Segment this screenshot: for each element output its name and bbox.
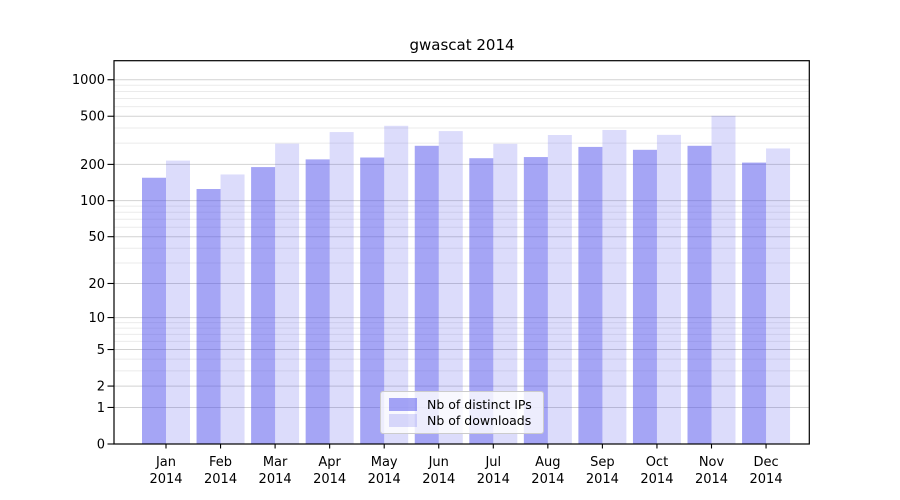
x-tick-label-month: Jun (428, 455, 449, 470)
bar-downloads-aug (547, 134, 572, 445)
y-tick-label: 20 (88, 277, 105, 292)
x-tick-label-year: 2014 (477, 472, 510, 487)
x-tick-label-year: 2014 (586, 472, 619, 487)
x-tick-label-year: 2014 (204, 472, 237, 487)
x-tick-label-month: May (371, 455, 398, 470)
bar-distinct-ips-jan (142, 177, 166, 444)
legend-item-distinct-ips: Nb of distinct IPs (389, 397, 535, 412)
x-tick-label-month: Jan (155, 455, 176, 470)
x-tick-label-month: Sep (590, 455, 615, 470)
y-tick-label: 1000 (72, 73, 105, 88)
bar-downloads-feb (220, 174, 245, 444)
y-tick-label: 2 (97, 380, 105, 395)
x-tick-label-month: Feb (209, 455, 232, 470)
legend-swatch-downloads (389, 414, 417, 427)
bar-downloads-mar (275, 143, 300, 445)
x-tick-label-year: 2014 (422, 472, 455, 487)
bar-distinct-ips-nov (687, 145, 712, 444)
legend-item-downloads: Nb of downloads (389, 413, 535, 428)
y-tick-label: 50 (88, 230, 105, 245)
x-tick-label-month: Jul (484, 455, 501, 470)
x-tick-label-month: Apr (318, 455, 341, 470)
x-tick-label-month: Nov (699, 455, 725, 470)
bar-distinct-ips-sep (578, 146, 603, 444)
x-tick-label-month: Dec (753, 455, 778, 470)
bar-downloads-dec (766, 148, 791, 444)
bar-distinct-ips-feb (196, 189, 221, 444)
y-tick-label: 1 (97, 401, 105, 416)
bar-downloads-jan (166, 160, 190, 444)
x-tick-label-year: 2014 (640, 472, 673, 487)
y-tick-label: 500 (80, 110, 105, 125)
bar-distinct-ips-oct (632, 149, 657, 445)
bar-downloads-sep (602, 129, 627, 445)
y-tick-label: 5 (97, 343, 105, 358)
x-tick-label-month: Mar (263, 455, 288, 470)
x-tick-label-year: 2014 (313, 472, 346, 487)
plot-border (113, 60, 810, 445)
x-tick-label-month: Oct (646, 455, 668, 470)
x-tick-label-year: 2014 (695, 472, 728, 487)
bar-downloads-may (384, 125, 409, 445)
y-tick-label: 10 (88, 311, 105, 326)
chart-title: gwascat 2014 (409, 36, 515, 54)
x-tick-label-year: 2014 (149, 472, 182, 487)
bar-downloads-nov (711, 115, 736, 444)
bar-downloads-oct (656, 134, 681, 444)
x-tick-label-year: 2014 (368, 472, 401, 487)
legend-swatch-distinct-ips (389, 398, 417, 411)
legend-label-downloads: Nb of downloads (427, 413, 532, 428)
y-tick-label: 100 (80, 194, 105, 209)
y-tick-label: 0 (97, 438, 105, 453)
bar-distinct-ips-dec (742, 162, 767, 445)
legend-label-distinct-ips: Nb of distinct IPs (427, 397, 532, 412)
legend: Nb of distinct IPs Nb of downloads (380, 391, 544, 434)
x-tick-label-year: 2014 (750, 472, 783, 487)
x-tick-label-year: 2014 (531, 472, 564, 487)
x-tick-label-month: Aug (535, 455, 560, 470)
x-tick-label-year: 2014 (259, 472, 292, 487)
bar-distinct-ips-mar (251, 167, 276, 444)
y-tick-label: 200 (80, 158, 105, 173)
bar-downloads-apr (329, 132, 354, 444)
bar-distinct-ips-apr (305, 159, 330, 444)
